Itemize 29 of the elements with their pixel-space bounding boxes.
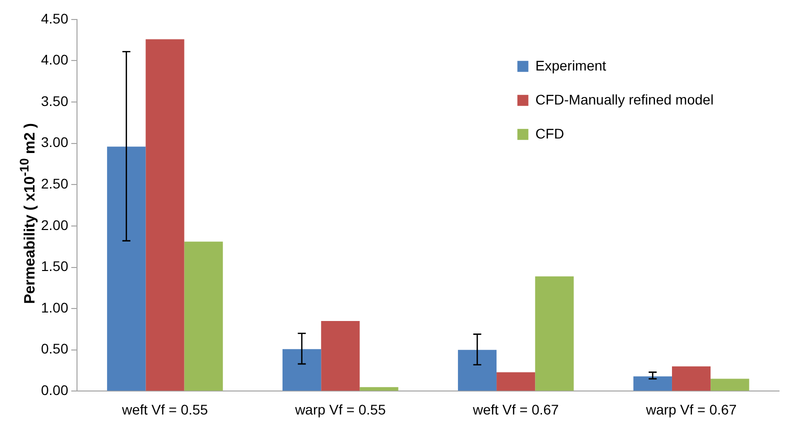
bar xyxy=(672,366,711,391)
y-tick-label: 0.00 xyxy=(41,382,68,398)
bar xyxy=(633,376,672,391)
bar xyxy=(107,146,146,391)
bar xyxy=(184,242,223,391)
bar xyxy=(496,372,536,391)
legend-label: Experiment xyxy=(535,57,606,74)
bar xyxy=(360,387,398,391)
x-tick-label: weft Vf = 0.55 xyxy=(120,401,208,418)
bar xyxy=(282,349,322,391)
y-tick-label: 4.00 xyxy=(41,52,68,68)
bar xyxy=(458,350,497,391)
y-tick-label: 1.00 xyxy=(41,299,68,316)
bar xyxy=(321,320,360,391)
bar xyxy=(535,276,574,391)
x-tick-label: warp Vf = 0.67 xyxy=(644,401,737,418)
y-tick-label: 3.00 xyxy=(41,134,68,150)
y-tick-label: 2.00 xyxy=(41,216,68,233)
y-tick-label: 0.50 xyxy=(41,340,68,357)
y-tick-label: 3.50 xyxy=(41,92,68,109)
x-tick-label: warp Vf = 0.55 xyxy=(294,401,386,418)
y-tick-label: 4.50 xyxy=(41,10,68,26)
x-tick-label: weft Vf = 0.67 xyxy=(472,401,560,418)
bar xyxy=(710,378,750,391)
y-tick-label: 2.50 xyxy=(41,176,68,192)
bar xyxy=(146,39,184,391)
legend-label: CFD xyxy=(535,125,564,142)
y-tick-label: 1.50 xyxy=(41,258,68,274)
legend-label: CFD-Manually refined model xyxy=(535,91,714,108)
